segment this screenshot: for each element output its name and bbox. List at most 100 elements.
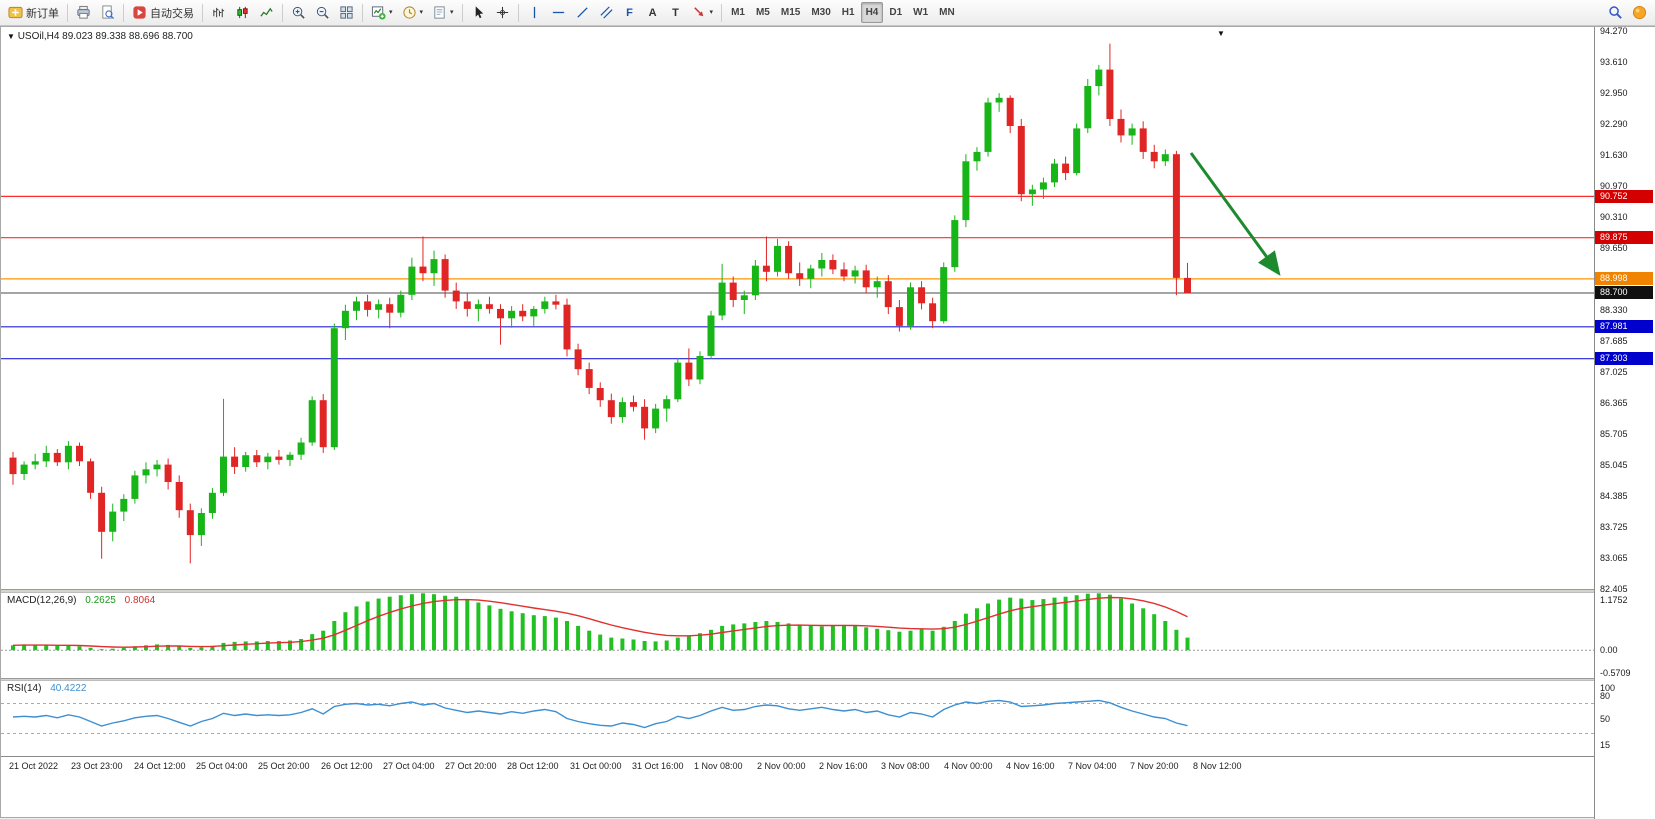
text-label-icon: T [672, 6, 679, 19]
crosshair-button[interactable] [491, 2, 514, 23]
price-level-badge: 90.752 [1595, 190, 1653, 203]
timeframe-mn[interactable]: MN [939, 7, 955, 18]
price-tick: 92.950 [1600, 88, 1628, 98]
trendline-button[interactable] [571, 2, 594, 23]
price-tick: 90.970 [1600, 181, 1628, 191]
chart-window: ▼ USOil,H4 89.023 89.338 88.696 88.700 ▼… [0, 26, 1655, 819]
indicators-icon [371, 6, 386, 20]
zoom-out-icon [316, 6, 329, 19]
time-label: 24 Oct 12:00 [134, 761, 186, 771]
timeframe-w1[interactable]: W1 [913, 7, 929, 18]
candlestick-chart[interactable] [1, 27, 1594, 589]
print-button[interactable] [72, 2, 95, 23]
zoom-out-button[interactable] [311, 2, 334, 23]
fibonacci-button[interactable]: F [619, 2, 641, 23]
price-tick: 87.685 [1600, 336, 1628, 346]
price-tick: 86.365 [1600, 398, 1628, 408]
time-label: 28 Oct 12:00 [507, 761, 559, 771]
print-preview-icon [102, 5, 115, 20]
line-chart-icon [260, 7, 273, 17]
macd-axis-tick: 1.1752 [1600, 595, 1628, 605]
time-label: 31 Oct 00:00 [570, 761, 622, 771]
rsi-axis-tick: 50 [1600, 714, 1611, 724]
new-order-button[interactable]: 新订单 [4, 2, 63, 23]
time-label: 7 Nov 20:00 [1130, 761, 1179, 771]
timeframe-m15[interactable]: M15 [780, 7, 801, 18]
text-label-button[interactable]: T [665, 2, 687, 23]
macd-panel[interactable] [1, 593, 1594, 678]
new-order-icon [8, 6, 23, 19]
bar-chart-icon [213, 7, 225, 18]
price-level-badge: 89.875 [1595, 231, 1653, 244]
line-chart-button[interactable] [255, 2, 278, 23]
candlestick-icon [237, 6, 248, 19]
price-level-badge: 87.981 [1595, 320, 1653, 333]
panel-separator[interactable] [1, 678, 1594, 681]
time-label: 25 Oct 04:00 [196, 761, 248, 771]
indicators-button[interactable]: ▾ [367, 2, 397, 23]
macd-axis-tick: 0.00 [1600, 645, 1618, 655]
timeframe-m1[interactable]: M1 [731, 7, 745, 18]
time-label: 26 Oct 12:00 [321, 761, 373, 771]
channel-button[interactable] [595, 2, 618, 23]
rsi-panel[interactable] [1, 681, 1594, 756]
timeframe-m5[interactable]: M5 [755, 7, 770, 18]
templates-button[interactable]: ▾ [428, 2, 458, 23]
main-chart-area[interactable] [1, 27, 1594, 589]
timeframe-d1[interactable]: D1 [889, 7, 903, 18]
time-label: 7 Nov 04:00 [1068, 761, 1117, 771]
price-tick: 91.630 [1600, 150, 1628, 160]
template-icon [434, 6, 445, 19]
vertical-line-button[interactable] [523, 2, 546, 23]
community-button[interactable] [1628, 2, 1651, 23]
chart-shift-marker-icon[interactable]: ▼ [1217, 29, 1225, 38]
toolbar-separator [282, 3, 283, 22]
time-label: 21 Oct 2022 [9, 761, 59, 771]
macd-signal-value: 0.8064 [124, 595, 156, 606]
panel-separator[interactable] [1, 589, 1594, 593]
toolbar: 新订单 自动交易 ▾ ▾ ▾ [0, 0, 1655, 26]
time-axis[interactable]: 21 Oct 2022 23 Oct 23:00 24 Oct 12:00 25 Oc… [1, 756, 1594, 774]
time-label: 2 Nov 00:00 [757, 761, 806, 771]
tile-windows-button[interactable] [335, 2, 358, 23]
arrows-button[interactable]: ▾ [688, 2, 718, 23]
symbol-header: ▼ USOil,H4 89.023 89.338 88.696 88.700 [7, 31, 193, 42]
clock-icon [402, 6, 416, 19]
macd-chart[interactable] [1, 593, 1594, 678]
bar-chart-button[interactable] [207, 2, 230, 23]
dropdown-caret-icon: ▾ [389, 9, 393, 16]
cursor-button[interactable] [467, 2, 490, 23]
print-preview-button[interactable] [96, 2, 119, 23]
zoom-in-button[interactable] [287, 2, 310, 23]
fibonacci-icon: F [626, 6, 633, 19]
price-tick: 85.705 [1600, 429, 1628, 439]
price-tick: 83.725 [1600, 522, 1628, 532]
horizontal-line-button[interactable] [547, 2, 570, 23]
cursor-icon [475, 6, 483, 19]
arrow-tool-icon [693, 7, 703, 17]
time-label: 23 Oct 23:00 [71, 761, 123, 771]
toolbar-separator [67, 3, 68, 22]
symbol-collapse-icon[interactable]: ▼ [7, 32, 15, 41]
price-tick: 87.025 [1600, 367, 1628, 377]
price-tick: 92.290 [1600, 119, 1628, 129]
macd-label: MACD(12,26,9) 0.2625 0.8064 [7, 595, 155, 606]
horizontal-line-icon [552, 11, 564, 14]
search-button[interactable] [1604, 2, 1627, 23]
time-label: 27 Oct 20:00 [445, 761, 497, 771]
channel-icon [599, 6, 613, 19]
text-icon: A [648, 6, 657, 19]
timeframe-m30[interactable]: M30 [811, 7, 831, 18]
periods-button[interactable]: ▾ [398, 2, 428, 23]
price-axis[interactable]: 94.270 93.610 92.950 92.290 91.630 90.970 90.3… [1594, 26, 1655, 819]
autotrading-button[interactable]: 自动交易 [128, 2, 198, 23]
timeframe-h1[interactable]: H1 [841, 7, 855, 18]
text-button[interactable]: A [642, 2, 664, 23]
candlestick-button[interactable] [231, 2, 254, 23]
price-tick: 93.610 [1600, 57, 1628, 67]
rsi-label: RSI(14) 40.4222 [7, 683, 86, 694]
rsi-chart[interactable] [1, 681, 1594, 756]
macd-name: MACD(12,26,9) [7, 595, 77, 606]
time-label: 4 Nov 00:00 [944, 761, 993, 771]
timeframe-h4[interactable]: H4 [860, 2, 884, 23]
